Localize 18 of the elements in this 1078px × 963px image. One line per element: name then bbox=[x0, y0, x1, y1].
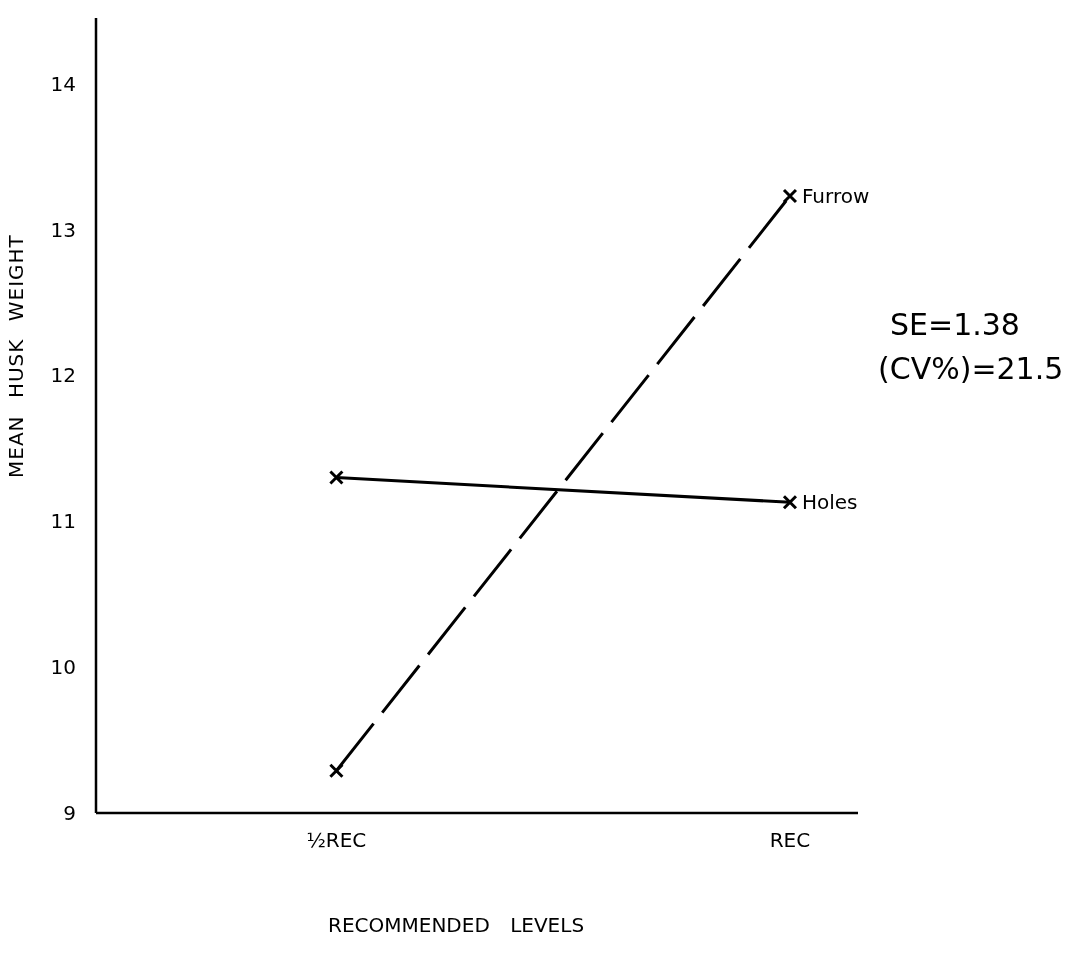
y-tick-label: 13 bbox=[50, 217, 76, 242]
text: (CV%)=21.5 bbox=[878, 350, 1064, 388]
y-axis-title: MEAN HUSK WEIGHT bbox=[4, 234, 28, 478]
y-tick-label: 12 bbox=[50, 363, 76, 388]
text: SE=1.38 bbox=[889, 306, 1021, 344]
series-label: Holes bbox=[801, 490, 858, 515]
x-axis-title: RECOMMENDED LEVELS bbox=[328, 913, 585, 937]
series-label: Furrow bbox=[801, 183, 870, 208]
y-tick-label: 10 bbox=[50, 655, 76, 680]
point bbox=[328, 470, 344, 485]
y-tick-label: 11 bbox=[50, 509, 76, 534]
y-tick-label: 14 bbox=[50, 71, 76, 96]
point bbox=[328, 763, 344, 779]
point bbox=[782, 188, 798, 204]
point bbox=[782, 494, 798, 510]
x-tick-label: ½REC bbox=[306, 828, 367, 853]
x-tick-label: REC bbox=[769, 828, 811, 853]
y-tick-label: 9 bbox=[63, 801, 76, 826]
